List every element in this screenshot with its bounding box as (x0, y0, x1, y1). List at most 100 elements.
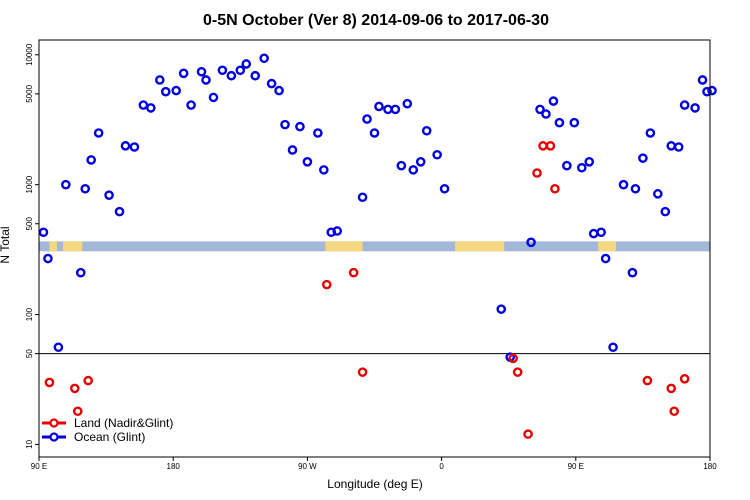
ocean-point (576, 162, 587, 173)
ocean-band (39, 241, 710, 252)
y-tick-label: 1000 (25, 175, 34, 193)
land-series (44, 141, 690, 439)
land-point (44, 377, 55, 388)
y-tick-label: 5000 (25, 84, 34, 102)
ocean-point (61, 179, 71, 190)
ocean-point (129, 142, 140, 152)
x-tick-label: 90 E (31, 462, 47, 471)
x-tick-label: 180 (167, 462, 181, 471)
ocean-point (259, 53, 269, 64)
ocean-point (241, 59, 252, 69)
x-tick-label: 90 E (568, 462, 584, 471)
legend-ocean-label: Ocean (Glint) (74, 430, 145, 444)
land-point (669, 406, 680, 417)
ocean-point (114, 206, 125, 217)
land-point (512, 367, 523, 377)
x-tick-label: 90 W (298, 462, 317, 471)
land-point (72, 406, 83, 417)
land-point (538, 141, 548, 151)
ocean-point (535, 104, 545, 115)
ocean-point (653, 189, 663, 199)
land-band-segment (455, 241, 505, 252)
land-point (523, 429, 533, 439)
ocean-point (43, 253, 53, 264)
ocean-point (660, 206, 671, 217)
ocean-point (120, 141, 131, 151)
ocean-point (390, 104, 401, 115)
ocean-point (630, 183, 641, 194)
land-point (642, 375, 653, 386)
x-axis-ticks: 90 E 180 90 W 0 90 E 180 (31, 457, 717, 471)
ocean-point (408, 165, 419, 175)
ocean-point (638, 153, 648, 163)
land-point (348, 267, 359, 278)
land-point (321, 279, 332, 290)
ocean-point (287, 145, 298, 155)
ocean-point (319, 165, 329, 175)
land-point (532, 168, 542, 178)
ocean-point (250, 70, 261, 81)
ocean-point (396, 160, 407, 171)
legend-land-marker (49, 418, 59, 428)
land-point (83, 375, 94, 386)
ocean-point (541, 109, 551, 119)
x-tick-label: 180 (703, 462, 717, 471)
y-axis-label: N Total (0, 226, 12, 263)
ocean-point (217, 65, 228, 76)
x-tick-label: 0 (439, 462, 444, 471)
ocean-point (138, 100, 149, 110)
ocean-point (562, 160, 572, 171)
land-band-segment (325, 241, 363, 252)
y-tick-label: 50 (25, 349, 34, 358)
ocean-point (146, 103, 156, 113)
ocean-point (332, 226, 343, 236)
y-tick-label: 10000 (25, 43, 34, 66)
ocean-point (196, 66, 207, 77)
ocean-point (588, 228, 599, 239)
ocean-point (383, 104, 393, 115)
x-axis-label: Longitude (deg E) (327, 477, 422, 491)
ocean-point (707, 85, 717, 96)
plot-frame (38, 39, 711, 458)
ocean-point (548, 96, 559, 106)
ocean-point (302, 157, 313, 167)
ocean-point (697, 75, 708, 85)
ocean-point (362, 114, 372, 124)
ocean-point (584, 157, 595, 167)
land-point (545, 141, 556, 151)
ocean-point (75, 267, 86, 278)
ocean-point (596, 227, 606, 238)
land-point (679, 374, 690, 384)
ocean-point (402, 98, 413, 109)
ocean-point (266, 78, 277, 89)
ocean-point (679, 100, 690, 110)
ocean-point (374, 101, 384, 112)
y-tick-label: 500 (25, 217, 34, 231)
ocean-point (618, 179, 629, 190)
legend-land-label: Land (Nadir&Glint) (74, 416, 173, 430)
ocean-point (38, 227, 49, 238)
ocean-point (569, 117, 580, 128)
ocean-point (526, 237, 536, 248)
ocean-point (226, 70, 237, 81)
ocean-point (104, 190, 114, 200)
ocean-point (86, 155, 96, 165)
ocean-point (295, 121, 305, 132)
ocean-point (702, 86, 712, 97)
chart-title: 0-5N October (Ver 8) 2014-09-06 to 2017-… (203, 12, 549, 29)
ocean-point (439, 183, 450, 194)
ocean-point (554, 117, 565, 128)
ocean-point (357, 192, 368, 203)
ocean-point (160, 86, 171, 97)
ocean-point (690, 103, 700, 113)
land-point (69, 383, 80, 394)
ocean-point (673, 142, 684, 152)
land-point (508, 353, 518, 364)
ocean-point (432, 149, 442, 160)
ocean-point (280, 119, 290, 130)
ocean-series (38, 53, 717, 362)
ocean-point (627, 267, 638, 278)
ocean-point (600, 253, 611, 264)
ocean-point (496, 304, 507, 314)
